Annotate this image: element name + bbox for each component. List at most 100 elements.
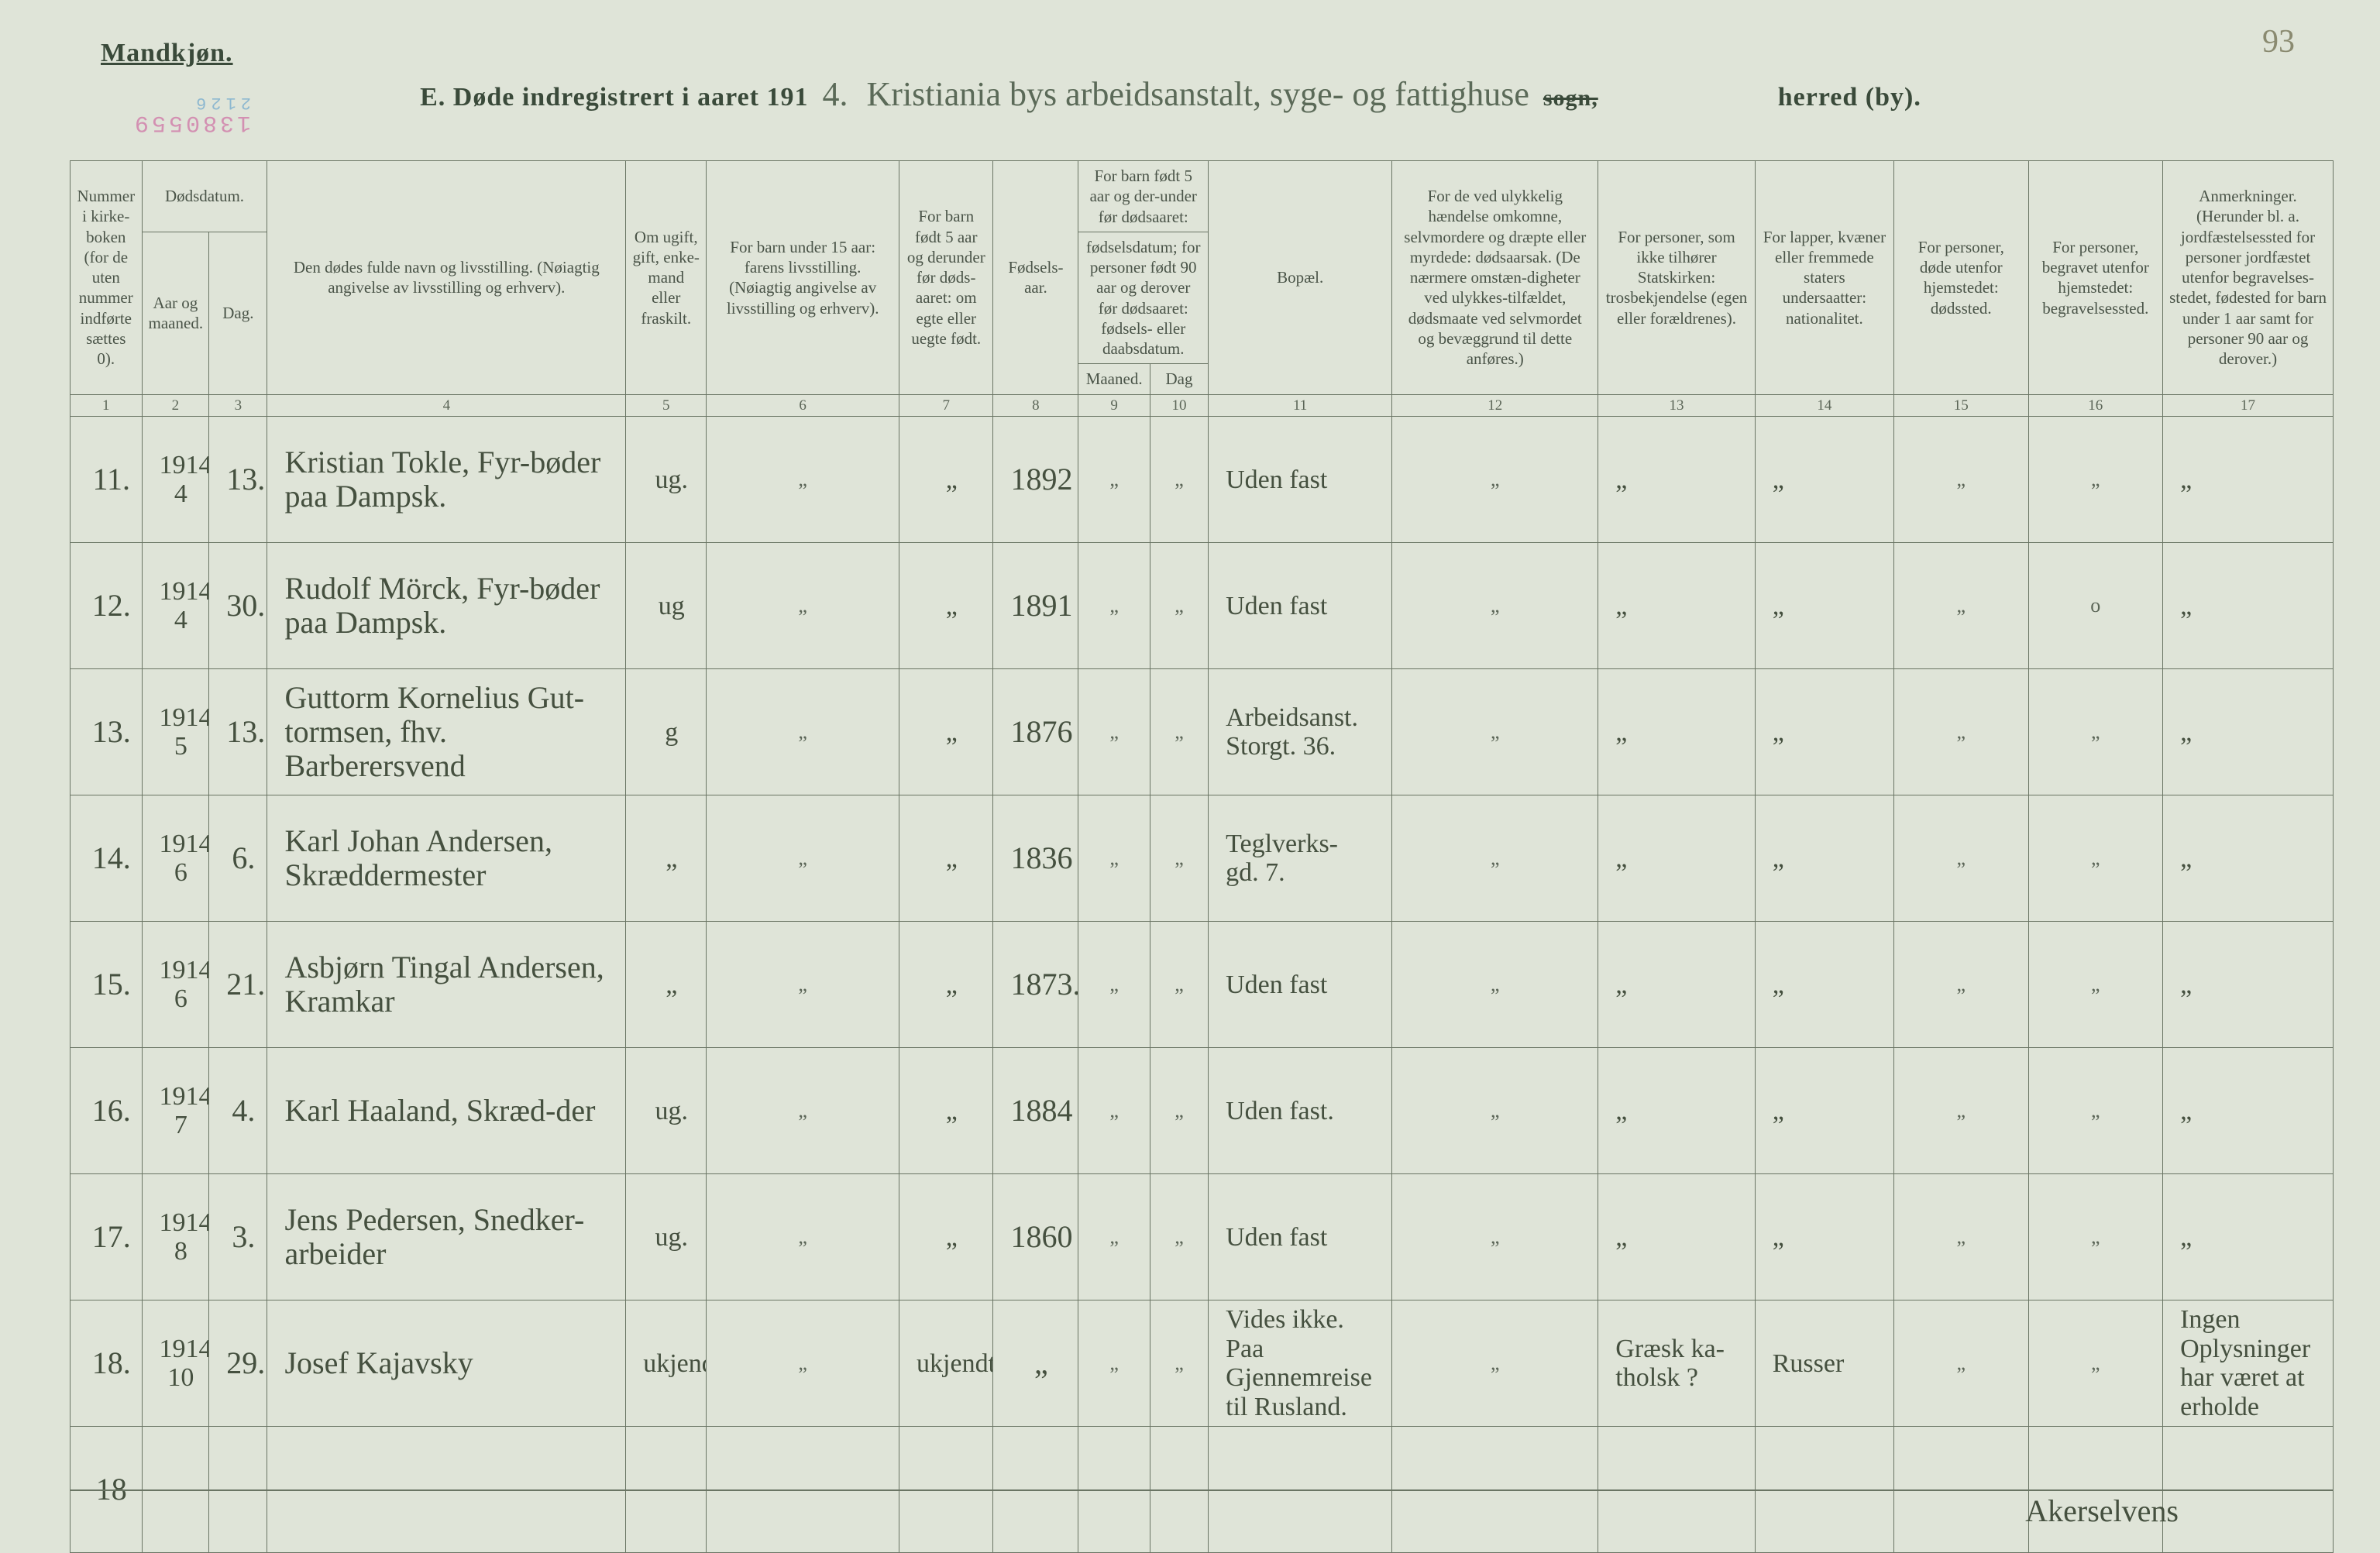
cell-value: ug. [632,466,700,494]
cell-value: 1836 [999,841,1071,875]
cell-value: „ [713,594,892,617]
cell: „ [2163,1174,2334,1300]
cell-value: „ [1604,718,1748,747]
cell: g [626,669,707,795]
title-line: E. Døde indregistrert i aaret 191 4. Kri… [8,74,2334,114]
cell: „ [1598,543,1755,669]
cell-value: „ [1604,1097,1748,1125]
cell-value: ug. [632,1223,700,1252]
cell: „ [899,669,993,795]
cell: „ [2163,1048,2334,1174]
title-place-hand: Kristiania bys arbeidsanstalt, syge- og … [862,74,1534,114]
cell [993,1427,1078,1553]
cell: „ [1392,1048,1598,1174]
cell: Rudolf Mörck, Fyr-bøder paa Dampsk. [267,543,626,669]
cell: „ [1755,669,1893,795]
cell: „ [707,417,899,543]
cell-value: 13. [215,715,260,749]
cell-value: 18 [77,1472,136,1507]
cell: „ [899,795,993,922]
cell: Græsk ka- tholsk ? [1598,1300,1755,1427]
cell [267,1427,626,1553]
cell: o [2028,543,2163,669]
cell-value: 1884 [999,1094,1071,1128]
cell: „ [707,922,899,1048]
cell: 1914 4 [142,543,209,669]
cell: „ [1078,669,1150,795]
cell-value: „ [1604,844,1748,873]
cell-value: „ [1157,1352,1202,1375]
cell-value: „ [1157,720,1202,744]
cell-value: ug [632,592,700,620]
cell-value: „ [1398,1352,1591,1375]
cell-value: „ [1900,1099,2022,1122]
cell-value: „ [2169,844,2327,873]
cell: „ [1598,1174,1755,1300]
cell: 15.x [71,922,143,1048]
cell: 16.x [71,1048,143,1174]
cell-value: „ [1085,1099,1144,1122]
col-header-group: For barn født 5 aar og der-under før død… [1078,161,1209,232]
cell [2028,1427,2163,1553]
cell: „ [1392,922,1598,1048]
cell: „ [993,1300,1078,1427]
cell: „ [707,543,899,669]
cell: Uden fast [1209,922,1392,1048]
cell: „ [1078,543,1150,669]
cell: 1914 10 [142,1300,209,1427]
cell: 30. [209,543,267,669]
cell-value: „ [1085,468,1144,491]
cell-value: 6. [215,841,260,875]
cell: „ [1894,669,2029,795]
cell-value: „ [1604,971,1748,999]
cell: „ [2028,669,2163,795]
stamp-line-1: 1380559 [132,109,251,136]
cell-value: „ [1398,847,1591,870]
cell-value: 1876 [999,715,1071,749]
cell-value: „ [713,720,892,744]
cell-value: 1892 [999,462,1071,496]
table-row: 18 [71,1427,2334,1553]
col-header-group: Dødsdatum. [142,161,267,232]
cell-value: „ [1157,973,1202,996]
cell-value: „ [1085,973,1144,996]
cell-value: „ [1398,1099,1591,1122]
cell: Kristian Tokle, Fyr-bøder paa Dampsk. [267,417,626,543]
col-header: For personer, begravet utenfor hjemstede… [2028,161,2163,395]
cell: Karl Johan Andersen, Skræddermester [267,795,626,922]
col-header: fødselsdatum; for personer født 90 aar o… [1078,232,1209,364]
cell: „ [2163,795,2334,922]
cell: ukjendt [626,1300,707,1427]
cell-value: „ [2169,592,2327,620]
cell: „ [1598,417,1755,543]
cell: 1884 [993,1048,1078,1174]
cell-value: „ [1157,1099,1202,1122]
cell [899,1427,993,1553]
cell [1078,1427,1150,1553]
cell-value: Rudolf Mörck, Fyr-bøder paa Dampsk. [273,572,619,640]
cell: „ [2163,922,2334,1048]
cell: „ [1392,543,1598,669]
cell-value: 21. [215,967,260,1002]
cell-value: „ [632,844,700,873]
col-num: 3 [209,394,267,417]
cell-value: Arbeidsanst. Storgt. 36. [1215,703,1385,761]
cell-value: Guttorm Kornelius Gut-tormsen, fhv. Barb… [273,681,619,783]
cell: 1914 5 [142,669,209,795]
cell: 1876 [993,669,1078,795]
cell: „ [1598,1048,1755,1174]
cell-value: „ [906,718,986,747]
page-number: 93 [2262,23,2295,60]
footer-signature: Akerselvens [2025,1493,2179,1529]
col-num: 15 [1894,394,2029,417]
cell-value: „ [2035,1099,2157,1122]
cell: „ [1598,669,1755,795]
col-num: 8 [993,394,1078,417]
cell: „ [1598,795,1755,922]
col-header: Aar og maaned. [142,232,209,394]
cell: „ [2028,922,2163,1048]
table-row: 15.x1914 621.Asbjørn Tingal Andersen, Kr… [71,922,2334,1048]
cell: Teglverks- gd. 7. [1209,795,1392,922]
col-header: Anmerkninger. (Herunder bl. a. jordfæste… [2163,161,2334,395]
cell-value: „ [2035,1225,2157,1249]
